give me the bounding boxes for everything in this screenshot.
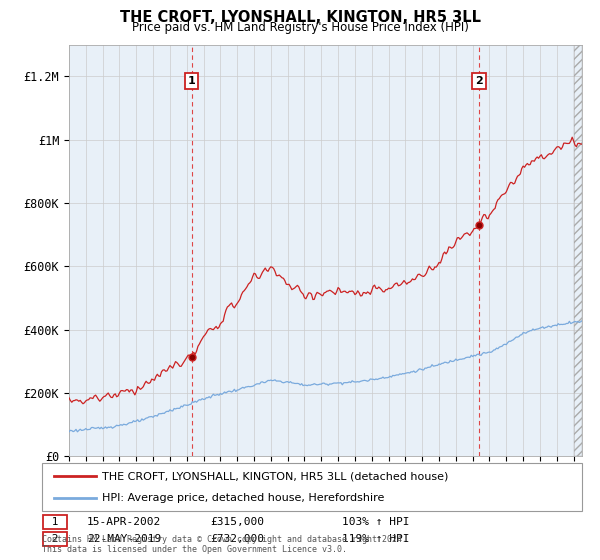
Text: 2: 2 bbox=[475, 76, 483, 86]
Text: Contains HM Land Registry data © Crown copyright and database right 2024.
This d: Contains HM Land Registry data © Crown c… bbox=[42, 535, 407, 554]
Text: 1: 1 bbox=[188, 76, 196, 86]
Text: 1: 1 bbox=[45, 517, 65, 527]
Text: Price paid vs. HM Land Registry's House Price Index (HPI): Price paid vs. HM Land Registry's House … bbox=[131, 21, 469, 34]
Text: 119% ↑ HPI: 119% ↑ HPI bbox=[342, 534, 410, 544]
Text: THE CROFT, LYONSHALL, KINGTON, HR5 3LL: THE CROFT, LYONSHALL, KINGTON, HR5 3LL bbox=[119, 10, 481, 25]
Text: THE CROFT, LYONSHALL, KINGTON, HR5 3LL (detached house): THE CROFT, LYONSHALL, KINGTON, HR5 3LL (… bbox=[102, 471, 448, 481]
Text: 22-MAY-2019: 22-MAY-2019 bbox=[87, 534, 161, 544]
Text: 15-APR-2002: 15-APR-2002 bbox=[87, 517, 161, 527]
Text: 103% ↑ HPI: 103% ↑ HPI bbox=[342, 517, 410, 527]
Text: 2: 2 bbox=[45, 534, 65, 544]
Text: £315,000: £315,000 bbox=[210, 517, 264, 527]
Text: HPI: Average price, detached house, Herefordshire: HPI: Average price, detached house, Here… bbox=[102, 493, 385, 503]
Text: £732,000: £732,000 bbox=[210, 534, 264, 544]
